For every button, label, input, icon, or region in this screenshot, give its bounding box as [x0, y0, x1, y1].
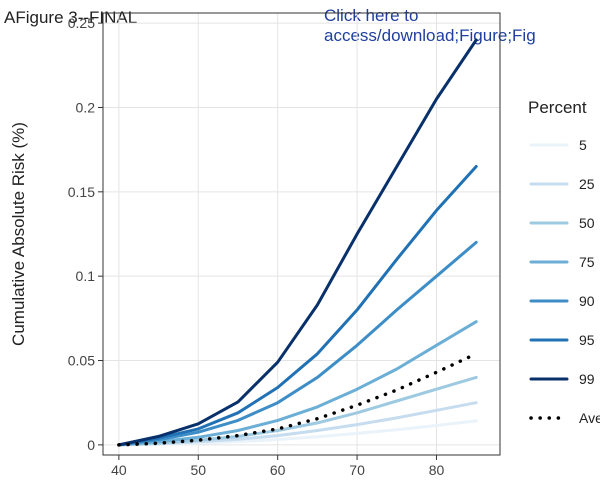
legend-label-99: 99 — [579, 371, 595, 387]
legend-label-25: 25 — [579, 176, 595, 192]
x-tick-label: 70 — [349, 462, 365, 478]
series-line-95 — [117, 165, 478, 447]
legend: Percent 5 25 50 75 90 95 99 Ave — [528, 98, 600, 426]
panel-label: A — [4, 8, 16, 27]
x-tick-label: 80 — [429, 462, 445, 478]
download-figure-link[interactable]: Click here to access/download;Figure;Fig — [324, 6, 536, 46]
y-tick-label: 0.05 — [68, 353, 95, 369]
y-tick-label: 0.2 — [76, 99, 96, 115]
series-line-75 — [117, 320, 478, 447]
legend-label-50: 50 — [579, 215, 595, 231]
legend-label-5: 5 — [579, 137, 587, 153]
series-line-99 — [117, 38, 478, 447]
download-link-line-2: access/download;Figure;Fig — [324, 26, 536, 45]
y-tick-label: 0.25 — [68, 15, 95, 31]
series-line-90 — [117, 240, 478, 447]
legend-label-ave: Ave — [579, 410, 600, 426]
y-tick-label: 0.1 — [76, 268, 96, 284]
y-tick-label: 0 — [87, 437, 95, 453]
x-tick-label: 50 — [190, 462, 206, 478]
legend-title: Percent — [528, 98, 587, 117]
series-line-50 — [117, 375, 478, 447]
axis-layer: 0 0.05 0.1 0.15 0.2 0.25 40 50 60 70 80 — [68, 15, 445, 478]
download-link-line-1: Click here to — [324, 6, 419, 25]
x-tick-label: 60 — [270, 462, 286, 478]
legend-label-95: 95 — [579, 332, 595, 348]
series-layer — [117, 38, 478, 447]
legend-label-90: 90 — [579, 293, 595, 309]
series-line-ave — [117, 352, 478, 447]
y-tick-label: 0.15 — [68, 184, 95, 200]
plot-frame — [102, 12, 501, 456]
x-tick-label: 40 — [111, 462, 127, 478]
legend-label-75: 75 — [579, 254, 595, 270]
y-axis-label: Cumulative Absolute Risk (%) — [9, 122, 28, 346]
